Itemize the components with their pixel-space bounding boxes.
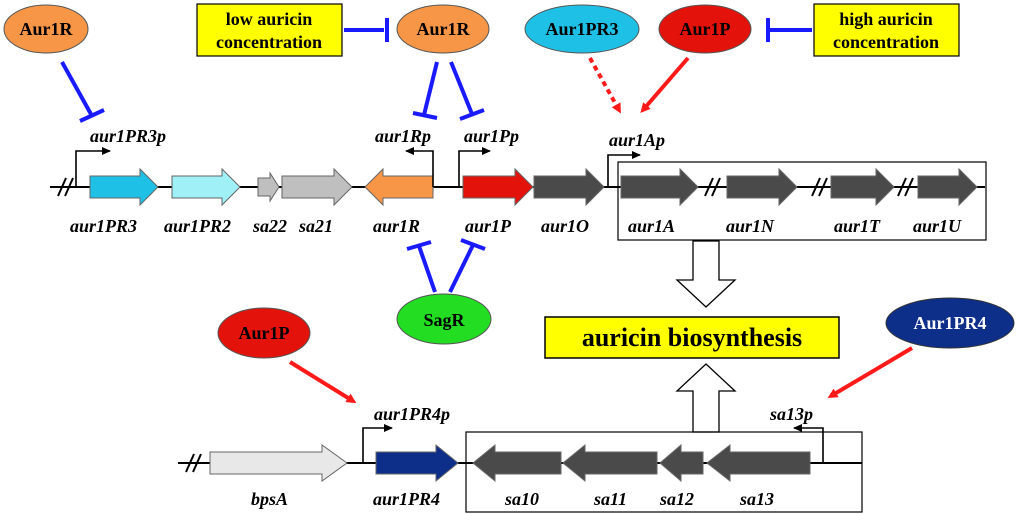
label-gene-sa11: sa11 [593, 489, 627, 509]
node-aur1p-bottom [217, 307, 311, 359]
label-aur1pr4p: aur1PR4p [374, 404, 450, 424]
label-gene-aur1r: aur1R [373, 216, 420, 236]
label-gene-aur1t: aur1T [834, 216, 881, 236]
gene-sa21 [281, 167, 353, 207]
gene-sa10 [472, 443, 562, 483]
repression-edges-top [60, 18, 812, 123]
node-aur1p-bottom-label: Aur1P [239, 323, 290, 343]
node-aur1p-top-label: Aur1P [680, 19, 731, 39]
high-auricin-line1: high auricin [839, 9, 933, 29]
node-sagr [396, 293, 492, 345]
promoter-aur1ap [607, 151, 641, 187]
high-auricin-line2: concentration [833, 32, 939, 52]
activation-edges-bottom [288, 346, 914, 404]
gene-aur1p [462, 167, 534, 207]
node-aur1pr3-label: Aur1PR3 [546, 19, 619, 39]
gene-sa13 [706, 443, 811, 483]
label-gene-aur1n: aur1N [726, 216, 775, 236]
low-auricin-line2: concentration [216, 32, 322, 52]
bottom-promoters [362, 424, 824, 463]
label-gene-sa12: sa12 [659, 489, 694, 509]
label-gene-aur1pr4: aur1PR4 [373, 489, 440, 509]
gene-aur1pr2 [171, 167, 241, 207]
top-promoters [75, 147, 641, 187]
label-gene-sa10: sa10 [504, 489, 539, 509]
repression-edges-sagr [406, 238, 486, 293]
label-gene-aur1u: aur1U [913, 216, 962, 236]
bottom-genes [209, 443, 811, 483]
sa-operon-box [465, 431, 863, 513]
label-gene-sa13: sa13 [739, 489, 774, 509]
gene-aur1a [620, 167, 699, 207]
node-aur1r-left-label: Aur1R [20, 19, 74, 39]
node-aur1pr3 [524, 4, 640, 54]
label-gene-sa21: sa21 [298, 216, 333, 236]
node-aur1r-mid [396, 4, 490, 54]
auricin-biosynthesis-box [544, 316, 840, 359]
gene-aur1pr4 [375, 443, 459, 483]
node-aur1pr4-label: Aur1PR4 [914, 313, 987, 333]
low-auricin-box [196, 3, 343, 57]
node-aur1p-top [658, 4, 752, 54]
label-aur1pp: aur1Pp [464, 126, 519, 146]
label-gene-aur1pr2: aur1PR2 [164, 216, 231, 236]
promoter-aur1pr3p [75, 147, 111, 187]
label-gene-aur1pr3: aur1PR3 [70, 216, 137, 236]
label-gene-sa22: sa22 [252, 216, 287, 236]
node-sagr-label: SagR [423, 310, 465, 330]
gene-aur1t [830, 167, 895, 207]
label-gene-aur1a: aur1A [628, 216, 675, 236]
label-aur1ap: aur1Ap [609, 130, 665, 150]
label-gene-aur1o: aur1O [541, 216, 589, 236]
gene-bpsa [209, 444, 348, 482]
promoter-aur1pp [458, 147, 491, 187]
aur1a-operon-box [617, 161, 987, 241]
node-aur1r-mid-label: Aur1R [417, 19, 471, 39]
gene-aur1pr3 [89, 167, 159, 207]
label-gene-bpsa: bpsA [251, 489, 288, 509]
gene-sa22 [257, 171, 280, 203]
promoter-sa13p [793, 424, 824, 463]
flow-arrow-top [675, 240, 737, 308]
top-genes [89, 167, 978, 207]
label-aur1rp: aur1Rp [375, 126, 431, 146]
auricin-biosynthesis-label: auricin biosynthesis [582, 323, 802, 352]
promoter-aur1rp [405, 147, 434, 187]
node-aur1pr4 [885, 297, 1015, 349]
flow-arrow-bottom [675, 363, 737, 433]
label-sa13p: sa13p [769, 404, 813, 424]
gene-aur1r [364, 167, 434, 207]
gene-aur1o [533, 167, 605, 207]
gene-aur1u [917, 167, 978, 207]
node-aur1r-left [3, 4, 89, 54]
low-auricin-line1: low auricin [226, 9, 313, 29]
promoter-aur1pr4p [362, 424, 393, 463]
gene-aur1n [726, 167, 798, 207]
chromosome-breaks [704, 177, 914, 197]
activation-edges-top [588, 56, 690, 114]
high-auricin-box [813, 3, 960, 57]
label-aur1pr3p: aur1PR3p [90, 126, 166, 146]
gene-sa11 [562, 443, 658, 483]
gene-sa12 [659, 443, 704, 483]
label-gene-aur1p: aur1P [465, 216, 512, 236]
